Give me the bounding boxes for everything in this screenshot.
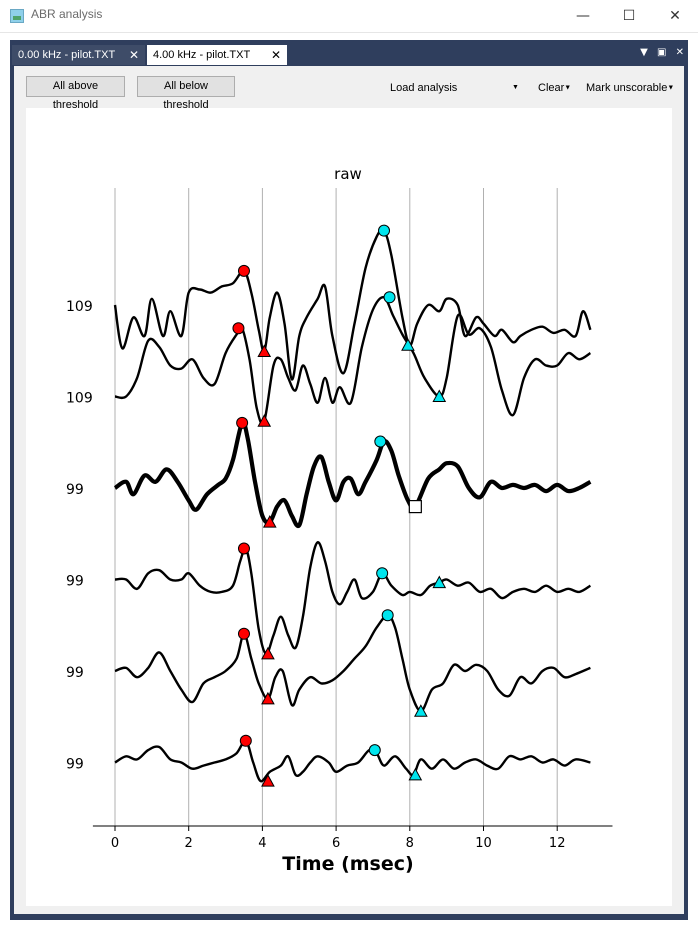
n2-trough-marker[interactable] [408,767,423,781]
p1-peak-marker[interactable] [239,734,252,747]
x-tick-label: 12 [549,836,566,851]
tab-4khz[interactable]: 4.00 kHz - pilot.TXT ✕ [147,45,287,65]
n2-trough-marker[interactable] [414,704,428,717]
p2-peak-marker[interactable] [378,224,391,237]
p2-peak-marker[interactable] [376,567,389,580]
waveform-trace[interactable] [114,614,591,713]
tab-label: 4.00 kHz - pilot.TXT [153,49,251,61]
dropdown-caret-icon: ▼ [667,84,675,92]
tab-close-icon[interactable]: ✕ [128,48,139,62]
n1-trough-marker[interactable] [261,691,275,705]
dock-controls: ▼ ▣ ✕ [634,47,684,58]
p1-peak-marker[interactable] [236,416,249,429]
dropdown-caret-icon: ▼ [512,84,519,91]
n2-trough-marker[interactable] [432,575,447,589]
mark-unscorable-label: Mark unscorable [586,82,668,94]
app-icon [10,9,24,23]
tab-close-icon[interactable]: ✕ [270,48,281,62]
level-label: 99 [66,482,84,498]
waveform-trace[interactable] [113,228,592,381]
waveform-traces [113,228,592,783]
dock-close-icon[interactable]: ✕ [675,47,684,58]
x-tick-label: 10 [475,836,492,851]
close-window-button[interactable]: ✕ [669,8,681,24]
chart-title: raw [334,165,362,183]
peak-markers [232,224,447,787]
abr-waveform-chart[interactable]: raw 109 109 99 99 99 99 0 2 4 6 8 10 12 Time (msec) [26,108,672,906]
waveform-trace[interactable] [113,420,592,529]
tab-0khz[interactable]: 0.00 kHz - pilot.TXT ✕ [12,45,145,65]
load-analysis-label: Load analysis [390,82,458,94]
n1-trough-marker[interactable] [261,774,275,787]
waveform-trace[interactable] [114,296,592,426]
p2-peak-marker[interactable] [374,435,387,448]
clear-label: Clear [538,82,565,94]
analysis-panel: All above threshold All below threshold … [14,66,684,914]
window-title: ABR analysis [31,7,103,21]
dropdown-caret-icon: ▼ [564,84,572,92]
all-below-threshold-button[interactable]: All below threshold [137,76,235,111]
p1-peak-marker[interactable] [237,264,250,277]
all-above-threshold-button[interactable]: All above threshold [26,76,125,111]
n2-trough-marker[interactable] [408,500,422,514]
p2-peak-marker[interactable] [381,609,394,622]
p1-peak-marker[interactable] [237,627,250,640]
n1-trough-marker[interactable] [257,344,272,357]
n1-trough-marker[interactable] [262,515,277,528]
level-label: 99 [66,757,84,773]
n1-trough-marker[interactable] [257,414,272,427]
x-axis: 0 2 4 6 8 10 12 [92,825,613,851]
x-tick-label: 4 [258,836,266,851]
p2-peak-marker[interactable] [383,291,396,304]
mark-unscorable-menu[interactable]: Mark unscorable▼ [586,82,674,94]
x-tick-label: 6 [332,836,340,851]
n2-trough-marker[interactable] [401,338,415,351]
n1-trough-marker[interactable] [261,646,275,660]
load-analysis-menu[interactable]: Load analysis ▼ [390,82,519,94]
level-label: 109 [66,391,93,407]
dock-float-icon[interactable]: ▣ [656,47,667,58]
x-tick-label: 0 [111,836,119,851]
waveform-trace[interactable] [114,739,591,783]
x-tick-label: 2 [185,836,193,851]
n2-trough-marker[interactable] [432,389,447,402]
p1-peak-marker[interactable] [237,542,250,555]
title-bar: ABR analysis — ☐ ✕ [0,0,698,33]
x-tick-label: 8 [406,836,414,851]
p1-peak-marker[interactable] [232,322,245,335]
level-labels: 109 109 99 99 99 99 [66,299,93,773]
waveform-trace[interactable] [114,541,592,656]
minimize-button[interactable]: — [576,8,590,24]
level-label: 99 [66,574,84,590]
level-label: 109 [66,299,93,315]
dock-menu-icon[interactable]: ▼ [640,47,648,58]
level-label: 99 [66,665,84,681]
grid-lines [114,188,558,826]
clear-menu[interactable]: Clear▼ [538,82,571,94]
plot-area: raw 109 109 99 99 99 99 0 2 4 6 8 10 12 Time (msec) [26,108,672,906]
maximize-button[interactable]: ☐ [622,8,636,24]
p2-peak-marker[interactable] [368,744,381,757]
tab-label: 0.00 kHz - pilot.TXT [18,49,116,61]
x-axis-label: Time (msec) [282,853,413,875]
